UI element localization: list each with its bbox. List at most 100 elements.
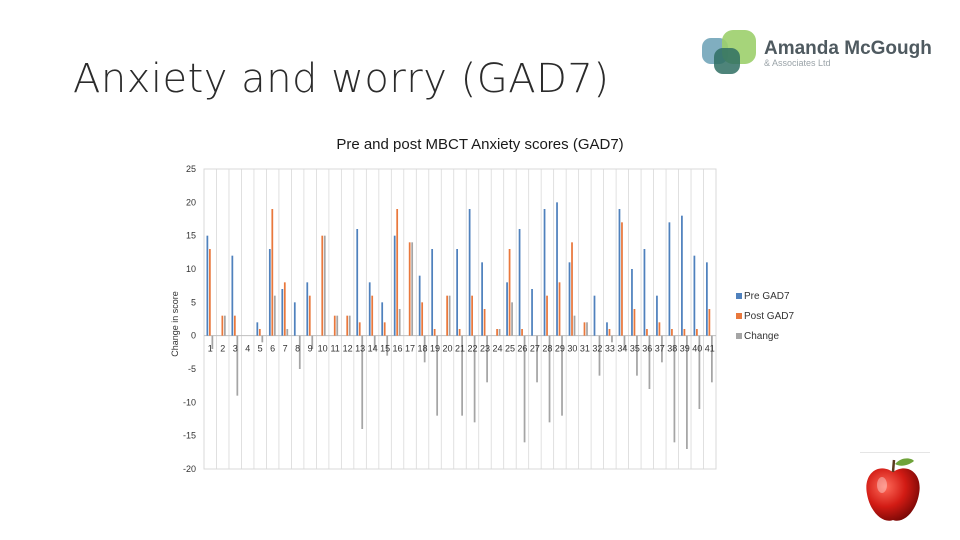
bar-post-gad7 [396, 209, 399, 336]
y-axis-label: Change in score [170, 291, 180, 357]
divider [860, 452, 930, 453]
bar-pre-gad7 [381, 302, 384, 336]
bar-pre-gad7 [506, 282, 508, 336]
bar-post-gad7 [621, 222, 623, 336]
bar-change [386, 335, 389, 356]
x-tick-label: 27 [530, 344, 540, 354]
x-tick-label: 17 [405, 344, 415, 354]
bar-post-gad7 [546, 295, 548, 336]
bar-pre-gad7 [356, 229, 359, 336]
bar-pre-gad7 [631, 269, 633, 336]
bar-change [561, 335, 563, 416]
bar-change [336, 315, 339, 336]
x-tick-label: 26 [517, 344, 527, 354]
bar-pre-gad7 [531, 289, 533, 336]
x-tick-label: 3 [233, 344, 238, 354]
bar-post-gad7 [421, 302, 424, 336]
legend-swatch [736, 313, 742, 319]
bar-change [698, 335, 701, 409]
bar-pre-gad7 [418, 275, 421, 336]
gad7-chart: Pre and post MBCT Anxiety scores (GAD7) … [160, 128, 800, 478]
bar-post-gad7 [608, 329, 611, 336]
x-tick-label: 7 [283, 344, 288, 354]
bar-post-gad7 [558, 282, 561, 336]
bar-post-gad7 [458, 329, 461, 336]
bar-pre-gad7 [693, 255, 696, 336]
bar-post-gad7 [646, 329, 648, 336]
bar-pre-gad7 [606, 322, 608, 336]
bar-change [711, 335, 713, 383]
x-tick-label: 5 [258, 344, 263, 354]
bar-post-gad7 [433, 329, 436, 336]
bar-post-gad7 [496, 329, 498, 336]
x-tick-label: 6 [270, 344, 275, 354]
x-tick-label: 8 [295, 344, 300, 354]
bar-pre-gad7 [543, 209, 546, 336]
bar-pre-gad7 [643, 249, 646, 336]
company-logo: Amanda McGough & Associates Ltd [700, 28, 932, 78]
bar-change [286, 329, 289, 336]
bar-change [323, 235, 326, 336]
bar-change [223, 315, 226, 336]
bar-change [636, 335, 638, 376]
x-tick-label: 38 [667, 344, 677, 354]
x-tick-label: 36 [642, 344, 652, 354]
bar-pre-gad7 [556, 202, 558, 336]
slide-title: Anxiety and worry (GAD7) [73, 56, 610, 102]
bar-pre-gad7 [368, 282, 371, 336]
bar-change [236, 335, 239, 396]
bar-change [473, 335, 476, 423]
bar-change [498, 329, 501, 336]
bar-pre-gad7 [681, 215, 683, 336]
bar-pre-gad7 [256, 322, 259, 336]
bar-pre-gad7 [293, 302, 296, 336]
x-tick-label: 30 [567, 344, 577, 354]
x-tick-label: 24 [492, 344, 502, 354]
x-tick-label: 16 [393, 344, 403, 354]
x-tick-label: 21 [455, 344, 465, 354]
bar-change [623, 335, 626, 349]
x-tick-label: 1 [208, 344, 213, 354]
bar-change [448, 295, 451, 336]
y-tick-label: -15 [183, 431, 196, 441]
y-tick-label: 20 [186, 197, 196, 207]
bar-change [298, 335, 301, 369]
bar-pre-gad7 [306, 282, 309, 336]
y-tick-label: 25 [186, 164, 196, 174]
bar-post-gad7 [258, 329, 261, 336]
x-tick-label: 20 [443, 344, 453, 354]
bar-post-gad7 [508, 249, 511, 336]
bar-pre-gad7 [468, 209, 471, 336]
bar-change [661, 335, 663, 363]
x-tick-label: 13 [355, 344, 365, 354]
bar-post-gad7 [221, 315, 224, 336]
bar-post-gad7 [446, 295, 449, 336]
x-tick-label: 10 [318, 344, 328, 354]
logo-subtitle: & Associates Ltd [764, 58, 831, 68]
legend-label: Post GAD7 [744, 311, 794, 322]
plot-frame [203, 168, 717, 470]
bar-post-gad7 [521, 329, 523, 336]
x-tick-label: 18 [418, 344, 428, 354]
bar-pre-gad7 [281, 289, 284, 336]
x-tick-label: 12 [343, 344, 353, 354]
x-tick-label: 34 [617, 344, 627, 354]
bar-change [411, 242, 414, 336]
y-tick-label: -10 [183, 397, 196, 407]
bar-post-gad7 [408, 242, 411, 336]
bar-pre-gad7 [706, 262, 708, 336]
bar-pre-gad7 [456, 249, 459, 336]
logo-name: Amanda McGough [764, 38, 932, 59]
logo-mark-icon [702, 30, 756, 74]
x-tick-label: 25 [505, 344, 515, 354]
bar-change [436, 335, 439, 416]
x-tick-label: 41 [705, 344, 715, 354]
bar-change [598, 335, 601, 376]
bar-change [211, 335, 214, 349]
bar-pre-gad7 [481, 262, 483, 336]
bar-change [573, 315, 576, 336]
bar-post-gad7 [658, 322, 661, 336]
bar-pre-gad7 [568, 262, 571, 336]
bar-post-gad7 [633, 309, 636, 336]
